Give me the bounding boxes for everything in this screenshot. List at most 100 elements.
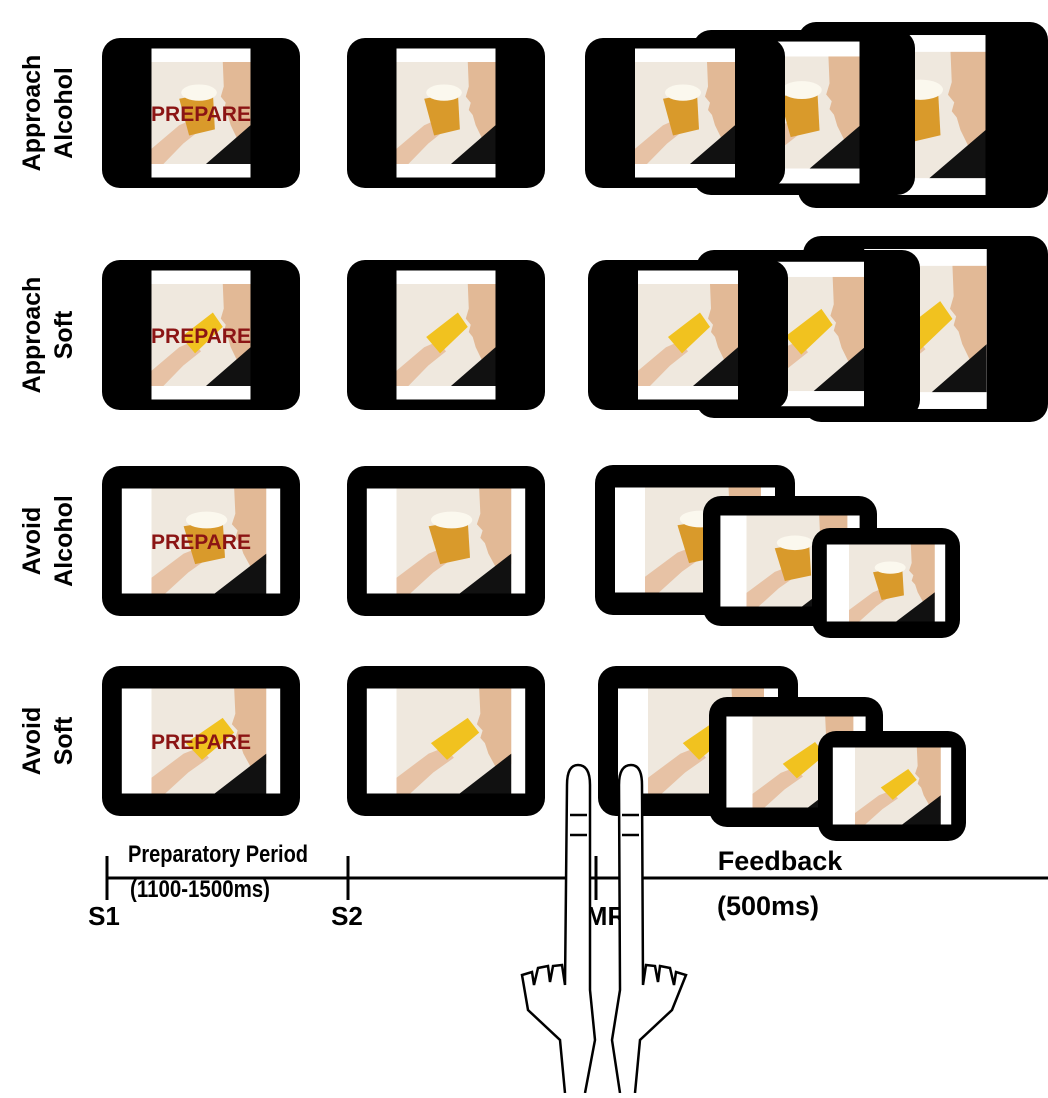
row-label: Soft [50, 310, 78, 359]
glass [179, 92, 215, 136]
shirt [459, 553, 512, 594]
shirt [459, 753, 512, 794]
face [708, 284, 738, 360]
glass [880, 769, 917, 800]
photo [849, 544, 935, 622]
stimulus-frame [347, 666, 545, 816]
face [915, 747, 941, 805]
cue-text: PREPARE [151, 531, 251, 554]
glass [668, 312, 710, 354]
arm [752, 767, 803, 808]
arm [648, 747, 706, 794]
photo [396, 62, 496, 164]
photo [151, 488, 267, 594]
arm [151, 341, 201, 386]
shirt [813, 347, 864, 392]
stimulus-frame [102, 666, 300, 816]
marker-label: S1 [88, 901, 120, 931]
arm [855, 790, 898, 825]
foam [665, 84, 701, 101]
stimulus-frames: PREPARE PREPARE PREPARE PREPARE [102, 22, 1048, 841]
face [826, 56, 860, 140]
face [465, 62, 496, 138]
face [830, 276, 864, 362]
foam [430, 511, 473, 529]
period-label: Preparatory Period [128, 841, 308, 868]
foam [426, 84, 462, 101]
glass [774, 542, 812, 582]
photo [638, 284, 738, 386]
foam [776, 535, 814, 551]
row-label: Soft [50, 716, 78, 765]
shirt [693, 347, 738, 386]
arm [638, 341, 688, 386]
row-label: Alcohol [50, 67, 78, 159]
row-label: Avoid [18, 507, 46, 576]
foam [874, 561, 906, 574]
face [465, 284, 496, 360]
marker-label: S2 [331, 901, 363, 931]
face [220, 284, 251, 360]
row-label: Avoid [18, 707, 46, 776]
shirt [450, 347, 496, 386]
face [476, 488, 512, 567]
glass [430, 717, 480, 760]
glass [185, 717, 235, 760]
arm [151, 747, 209, 794]
face [950, 265, 987, 360]
stimulus-frame [102, 260, 300, 410]
arm [396, 341, 446, 386]
glass [873, 567, 904, 600]
photo [151, 62, 251, 164]
glass [428, 520, 470, 565]
face [220, 62, 251, 138]
photo [151, 688, 267, 794]
shirt [214, 753, 267, 794]
stimulus-frame [347, 38, 545, 188]
glass [426, 312, 468, 354]
arm [396, 747, 454, 794]
foam [181, 84, 217, 101]
stimulus-frame [585, 38, 785, 188]
cue-text: PREPARE [151, 325, 251, 348]
face [231, 688, 267, 767]
cue-text: PREPARE [151, 103, 251, 126]
stimulus-frame [347, 260, 545, 410]
shirt [902, 795, 941, 825]
hands-icon [520, 763, 688, 1094]
photo [396, 688, 512, 794]
row-label: Approach [18, 277, 46, 394]
foam [185, 511, 228, 529]
period-duration: (1100-1500ms) [130, 876, 270, 903]
stimulus-frame [818, 731, 966, 841]
stimulus-frame [347, 466, 545, 616]
face [705, 62, 735, 138]
glass [424, 92, 460, 136]
shirt [896, 592, 935, 622]
feedback-label: Feedback [718, 846, 844, 876]
photo [396, 284, 496, 386]
stimulus-frame [102, 466, 300, 616]
row-label: Alcohol [50, 495, 78, 587]
cue-text: PREPARE [151, 731, 251, 754]
foam [781, 81, 822, 100]
face [231, 488, 267, 567]
face [909, 544, 935, 602]
photo [855, 747, 941, 825]
glass [181, 312, 223, 354]
glass [779, 90, 820, 138]
photo [396, 488, 512, 594]
glass [663, 92, 699, 136]
stimulus-frame [102, 38, 300, 188]
glass [785, 308, 833, 355]
shirt [214, 553, 267, 594]
row-label: Approach [18, 55, 46, 172]
glass [183, 520, 225, 565]
stimulus-frame [588, 260, 788, 410]
stimulus-frame [812, 528, 960, 638]
feedback-duration: (500ms) [717, 891, 819, 921]
photo [151, 284, 251, 386]
face [476, 688, 512, 767]
